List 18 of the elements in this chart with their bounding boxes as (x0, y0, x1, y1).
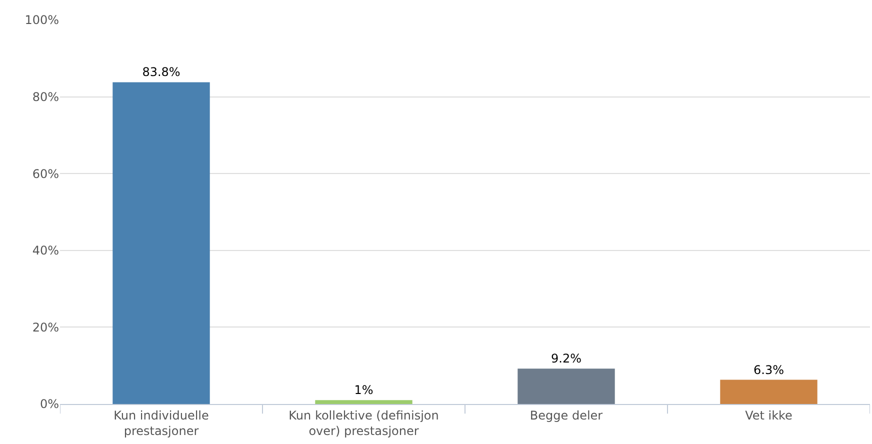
bar (720, 380, 818, 404)
data-label: 6.3% (754, 362, 784, 377)
y-tick-label: 60% (32, 166, 59, 181)
data-label: 1% (354, 383, 374, 398)
y-tick-label: 40% (32, 244, 59, 258)
y-tick-label: 80% (32, 90, 59, 104)
y-tick-label: 100% (24, 13, 59, 28)
x-tick-label: Kun individuelle prestasjoner (114, 408, 209, 438)
x-tick-label: Kun kollektive (definisjon over) prestasjoner (288, 408, 439, 438)
y-tick-label: 20% (32, 320, 59, 334)
x-tick-label: Vet ikke (745, 408, 792, 422)
bar (315, 400, 412, 404)
bar (518, 368, 615, 404)
data-label: 83.8% (142, 65, 180, 80)
data-label: 9.2% (551, 352, 582, 366)
y-tick-label: 0% (40, 397, 59, 412)
x-tick-label: Begge deler (530, 408, 603, 422)
bar (112, 82, 210, 404)
